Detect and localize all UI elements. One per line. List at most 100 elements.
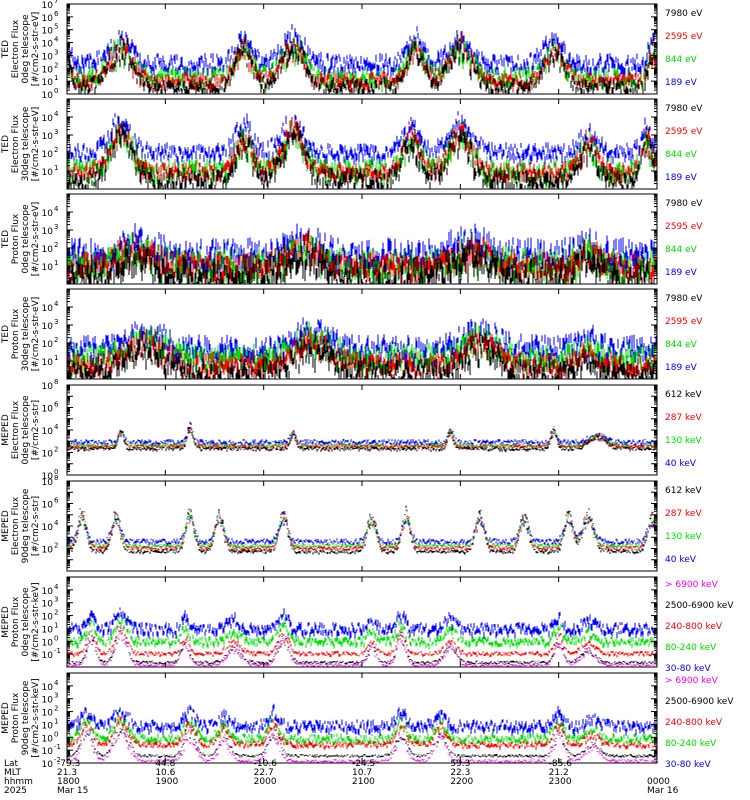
- x-row-label-mlt: MLT: [4, 768, 22, 778]
- y-tick-exponent: 4: [54, 679, 59, 687]
- y-tick-exponent: 0: [54, 87, 58, 95]
- y-axis-label-line: [#/cm2-s-str]: [31, 496, 41, 556]
- legend-label-40-kev: 40 keV: [665, 459, 697, 469]
- series-trace-7980-ev: [67, 232, 657, 284]
- legend-label-844-ev: 844 eV: [665, 245, 698, 255]
- y-tick-label: 10: [42, 747, 54, 757]
- y-axis-label-line: 0deg telescope: [21, 587, 31, 657]
- legend-label-2595-ev: 2595 eV: [665, 317, 703, 327]
- y-axis-label-line: Proton Flux: [11, 308, 21, 359]
- series-trace-189-ev: [67, 111, 657, 167]
- y-axis-label-line: Electron Flux: [11, 496, 21, 555]
- series-trace-130-kev: [67, 512, 657, 550]
- series-trace--6900-kev: [67, 622, 657, 667]
- y-tick-exponent: 2: [54, 542, 58, 550]
- x-row-label-lat: Lat: [4, 759, 19, 769]
- y-tick-label: 10: [42, 472, 54, 482]
- y-tick-label: 10: [42, 245, 54, 255]
- y-tick-label: 10: [42, 1, 54, 11]
- series-trace-30-80-kev: [67, 607, 657, 640]
- y-axis-label-line: 0deg telescope: [21, 204, 31, 274]
- series-trace-2500-6900-kev: [67, 628, 657, 665]
- legend-label-7980-ev: 7980 eV: [665, 294, 703, 304]
- mlt-value: 22.7: [254, 768, 274, 778]
- hhmm-value: 2100: [352, 777, 375, 787]
- y-tick-label: 10: [42, 358, 54, 368]
- legend-label-612-kev: 612 keV: [665, 390, 702, 400]
- y-axis-label-line: MEPED: [1, 702, 11, 734]
- panel-frame: [66, 480, 658, 572]
- y-axis-label-line: Electron Flux: [11, 114, 21, 173]
- mlt-value: 10.6: [155, 768, 175, 778]
- lat-value: -24.5: [352, 759, 375, 769]
- y-tick-label: 10: [42, 546, 54, 556]
- y-axis-label-line: MEPED: [1, 414, 11, 446]
- y-tick-label: 10: [42, 501, 54, 511]
- y-tick-label: 10: [42, 638, 54, 648]
- y-tick-exponent: 2: [54, 336, 58, 344]
- legend-label--6900-kev: > 6900 keV: [665, 676, 719, 686]
- hhmm-value: 1800: [57, 777, 80, 787]
- y-tick-exponent: -1: [54, 743, 61, 751]
- lat-value: 44.8: [155, 759, 175, 769]
- y-tick-label: 10: [42, 651, 54, 661]
- y-tick-exponent: 2: [54, 61, 58, 69]
- series-trace-2500-6900-kev: [67, 726, 656, 759]
- legend-label-7980-ev: 7980 eV: [665, 9, 703, 19]
- hhmm-value: 2200: [450, 777, 473, 787]
- hhmm-value: 0000: [647, 777, 670, 787]
- legend-label-189-ev: 189 eV: [665, 78, 698, 88]
- y-axis-label-line: Proton Flux: [11, 692, 21, 743]
- y-tick-label: 10: [42, 340, 54, 350]
- y-axis-label-line: 30deg telescope: [21, 106, 31, 181]
- y-axis-label-line: TED: [1, 230, 11, 249]
- series-trace-30-80-kev: [67, 703, 657, 737]
- lat-value: -10.6: [254, 759, 278, 769]
- y-tick-exponent: 1: [54, 621, 58, 629]
- y-tick-label: 10: [42, 168, 54, 178]
- y-tick-label: 10: [42, 625, 54, 635]
- y-axis-label-line: Electron Flux: [11, 19, 21, 78]
- legend-label-80-240-kev: 80-240 keV: [665, 643, 717, 653]
- y-tick-exponent: 6: [54, 401, 59, 409]
- y-tick-label: 10: [42, 427, 54, 437]
- y-axis-label-line: 0deg telescope: [21, 14, 31, 84]
- y-axis-label-line: [#/cm2-s-str-keV]: [31, 678, 41, 757]
- y-tick-label: 10: [42, 734, 54, 744]
- y-axis-label-line: [#/cm2-s-str]: [31, 400, 41, 460]
- y-tick-exponent: 0: [54, 730, 58, 738]
- y-tick-exponent: 6: [54, 497, 59, 505]
- legend-label-189-ev: 189 eV: [665, 268, 698, 278]
- y-tick-exponent: 1: [54, 717, 58, 725]
- mlt-value: 10.7: [352, 768, 372, 778]
- y-axis-label: TEDProton Flux0deg telescope[#/cm2-s-str…: [1, 202, 41, 277]
- y-tick-label: 10: [42, 587, 54, 597]
- y-axis-label: TEDProton Flux30deg telescope[#/cm2-s-st…: [1, 296, 41, 371]
- y-tick-exponent: 4: [54, 423, 59, 431]
- legend-label-844-ev: 844 eV: [665, 340, 698, 350]
- y-tick-exponent: 5: [54, 23, 58, 31]
- y-tick-exponent: 3: [54, 318, 58, 326]
- legend-label-130-kev: 130 keV: [665, 436, 702, 446]
- y-axis-label-line: TED: [1, 325, 11, 344]
- lat-value: -79.3: [57, 759, 80, 769]
- legend-label-287-kev: 287 keV: [665, 413, 702, 423]
- y-tick-exponent: 3: [54, 48, 58, 56]
- y-tick-exponent: 4: [54, 519, 59, 527]
- y-tick-exponent: 2: [54, 705, 58, 713]
- panel-frame: [66, 672, 658, 764]
- legend-label-2500-6900-kev: 2500-6900 keV: [665, 601, 734, 611]
- y-tick-label: 10: [42, 209, 54, 219]
- y-tick-exponent: 2: [54, 146, 58, 154]
- legend-label-2595-ev: 2595 eV: [665, 222, 703, 232]
- y-axis-label: TEDElectron Flux0deg telescope[#/cm2-s-s…: [1, 12, 41, 87]
- y-tick-label: 10: [42, 683, 54, 693]
- series-trace-80-240-kev: [68, 617, 657, 650]
- y-axis-label-line: MEPED: [1, 510, 11, 542]
- panel-frame: [66, 384, 658, 476]
